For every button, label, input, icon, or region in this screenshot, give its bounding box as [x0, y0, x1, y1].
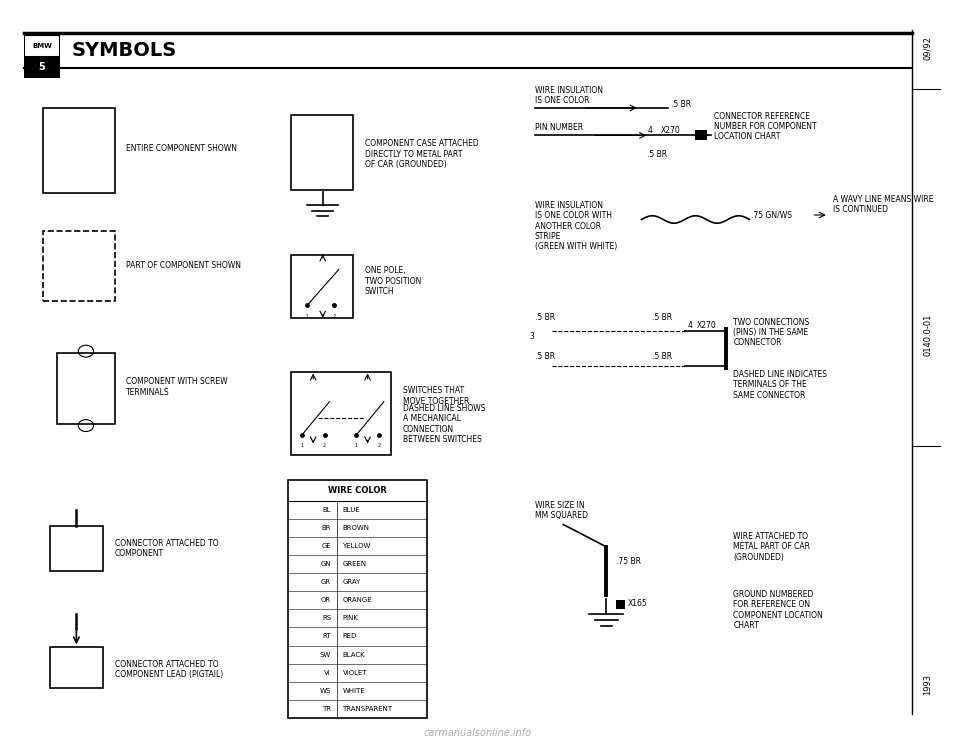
- Text: SW: SW: [320, 652, 331, 658]
- Text: GRAY: GRAY: [343, 579, 361, 586]
- Text: ORANGE: ORANGE: [343, 597, 372, 603]
- Text: COMPONENT CASE ATTACHED
DIRECTLY TO METAL PART
OF CAR (GROUNDED): COMPONENT CASE ATTACHED DIRECTLY TO META…: [365, 139, 478, 169]
- Text: .5 BR: .5 BR: [647, 150, 667, 158]
- Text: BLUE: BLUE: [343, 507, 360, 513]
- Text: CONNECTOR REFERENCE
NUMBER FOR COMPONENT
LOCATION CHART: CONNECTOR REFERENCE NUMBER FOR COMPONENT…: [714, 112, 817, 141]
- Text: TWO CONNECTIONS
(PINS) IN THE SAME
CONNECTOR: TWO CONNECTIONS (PINS) IN THE SAME CONNE…: [733, 318, 809, 347]
- Text: CONNECTOR ATTACHED TO
COMPONENT LEAD (PIGTAIL): CONNECTOR ATTACHED TO COMPONENT LEAD (PI…: [114, 660, 223, 679]
- Text: .75 BR: .75 BR: [615, 557, 641, 566]
- Text: ENTIRE COMPONENT SHOWN: ENTIRE COMPONENT SHOWN: [126, 144, 237, 153]
- Text: WIRE INSULATION
IS ONE COLOR: WIRE INSULATION IS ONE COLOR: [535, 86, 603, 105]
- Text: 3: 3: [530, 332, 535, 341]
- Text: ONE POLE,
TWO POSITION
SWITCH: ONE POLE, TWO POSITION SWITCH: [365, 266, 421, 296]
- Bar: [695, 130, 707, 140]
- Text: GREEN: GREEN: [343, 561, 367, 567]
- Text: .5 BR: .5 BR: [535, 352, 555, 361]
- Text: .5 BR: .5 BR: [652, 313, 672, 322]
- Text: BR: BR: [322, 525, 331, 531]
- Text: X165: X165: [628, 599, 648, 608]
- Text: X270: X270: [660, 126, 681, 135]
- Text: SWITCHES THAT
MOVE TOGETHER: SWITCHES THAT MOVE TOGETHER: [403, 386, 469, 405]
- Text: PINK: PINK: [343, 615, 358, 621]
- Text: .5 BR: .5 BR: [652, 352, 672, 361]
- Bar: [43, 231, 114, 301]
- Bar: [291, 115, 353, 190]
- Text: carmanualsonline.info: carmanualsonline.info: [423, 728, 532, 738]
- Text: DASHED LINE INDICATES
TERMINALS OF THE
SAME CONNECTOR: DASHED LINE INDICATES TERMINALS OF THE S…: [733, 370, 828, 400]
- Bar: [50, 526, 103, 571]
- Text: .75 GN/WS: .75 GN/WS: [752, 211, 792, 219]
- Text: GR: GR: [321, 579, 331, 586]
- Text: TR: TR: [322, 706, 331, 712]
- Bar: [58, 353, 114, 424]
- Text: YELLOW: YELLOW: [343, 543, 371, 549]
- Text: VIOLET: VIOLET: [343, 670, 367, 676]
- Text: BL: BL: [323, 507, 331, 513]
- Text: RS: RS: [322, 615, 331, 621]
- Text: WIRE COLOR: WIRE COLOR: [328, 486, 387, 495]
- Text: WIRE ATTACHED TO
METAL PART OF CAR
(GROUNDED): WIRE ATTACHED TO METAL PART OF CAR (GROU…: [733, 532, 810, 562]
- Text: SYMBOLS: SYMBOLS: [72, 41, 177, 60]
- Text: 1: 1: [300, 443, 303, 448]
- Text: OR: OR: [321, 597, 331, 603]
- Text: X270: X270: [697, 321, 717, 330]
- Text: RED: RED: [343, 633, 357, 640]
- Text: A WAVY LINE MEANS WIRE
IS CONTINUED: A WAVY LINE MEANS WIRE IS CONTINUED: [832, 195, 933, 214]
- Text: COMPONENT WITH SCREW
TERMINALS: COMPONENT WITH SCREW TERMINALS: [126, 377, 228, 397]
- Text: 2: 2: [332, 314, 336, 319]
- Bar: [50, 647, 103, 688]
- Bar: [288, 480, 427, 718]
- Text: BROWN: BROWN: [343, 525, 370, 531]
- Text: 2: 2: [377, 443, 380, 448]
- Text: CONNECTOR ATTACHED TO
COMPONENT: CONNECTOR ATTACHED TO COMPONENT: [114, 539, 218, 558]
- Text: RT: RT: [323, 633, 331, 640]
- Text: BLACK: BLACK: [343, 652, 365, 658]
- Text: WS: WS: [320, 687, 331, 694]
- Text: 1: 1: [354, 443, 358, 448]
- Text: WIRE INSULATION
IS ONE COLOR WITH
ANOTHER COLOR
STRIPE
(GREEN WITH WHITE): WIRE INSULATION IS ONE COLOR WITH ANOTHE…: [535, 201, 617, 251]
- Text: GN: GN: [321, 561, 331, 567]
- Text: .5 BR: .5 BR: [671, 100, 691, 109]
- Text: PART OF COMPONENT SHOWN: PART OF COMPONENT SHOWN: [126, 261, 241, 270]
- Text: TRANSPARENT: TRANSPARENT: [343, 706, 393, 712]
- Text: GROUND NUMBERED
FOR REFERENCE ON
COMPONENT LOCATION
CHART: GROUND NUMBERED FOR REFERENCE ON COMPONE…: [733, 590, 823, 630]
- Text: GE: GE: [322, 543, 331, 549]
- Text: DASHED LINE SHOWS
A MECHANICAL
CONNECTION
BETWEEN SWITCHES: DASHED LINE SHOWS A MECHANICAL CONNECTIO…: [403, 404, 486, 444]
- Text: WIRE SIZE IN
MM SQUARED: WIRE SIZE IN MM SQUARED: [535, 501, 588, 520]
- Bar: [615, 600, 625, 609]
- Text: 1993: 1993: [924, 674, 932, 695]
- Bar: [291, 372, 392, 455]
- Text: 4: 4: [687, 321, 692, 330]
- Text: .5 BR: .5 BR: [535, 313, 555, 322]
- Text: 4: 4: [647, 126, 652, 135]
- Text: 1: 1: [306, 314, 309, 319]
- Text: 2: 2: [324, 443, 326, 448]
- Bar: [291, 255, 353, 318]
- Text: 0140.0-01: 0140.0-01: [924, 314, 932, 356]
- Bar: [43, 108, 114, 193]
- Text: PIN NUMBER: PIN NUMBER: [535, 124, 583, 132]
- Text: 09/92: 09/92: [924, 36, 932, 60]
- Text: WHITE: WHITE: [343, 687, 365, 694]
- Text: VI: VI: [324, 670, 331, 676]
